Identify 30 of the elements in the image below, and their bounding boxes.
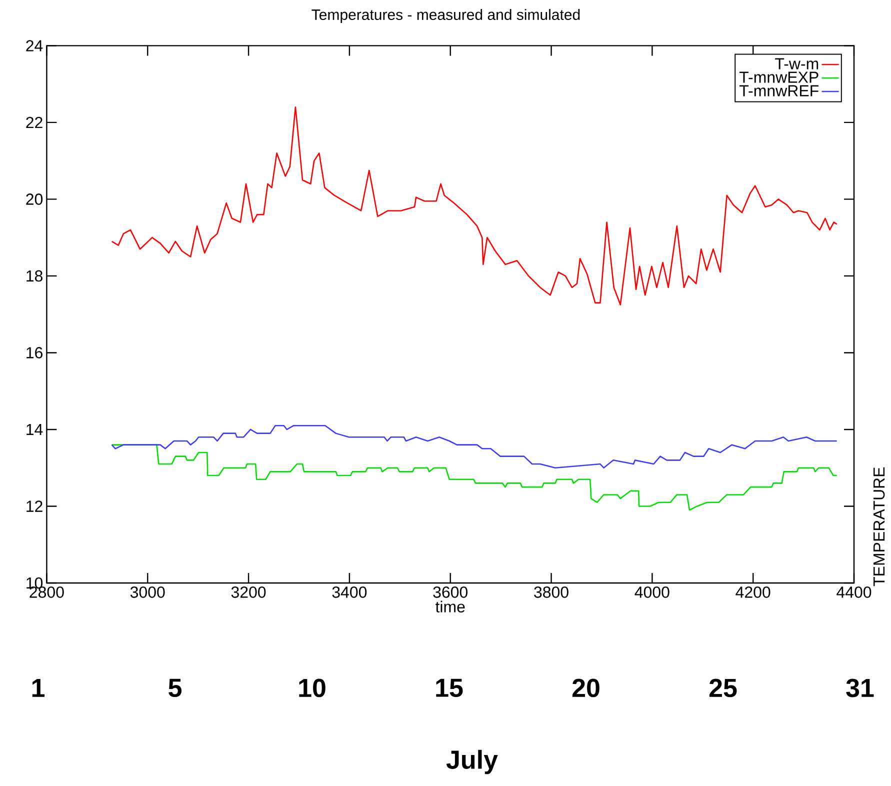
x-tick-label: 3200 xyxy=(231,586,266,598)
text: 25 xyxy=(709,678,737,698)
y-tick-label: 14 xyxy=(26,424,43,435)
y-tick-label: 24 xyxy=(26,40,43,52)
x-tick-label: 3800 xyxy=(534,586,568,598)
x-axis-title: time xyxy=(435,600,465,612)
y-tick-label: 16 xyxy=(26,347,42,358)
y-tick-label: 18 xyxy=(26,270,42,282)
y-tick-label: 22 xyxy=(26,116,42,128)
text: 10 xyxy=(299,678,326,698)
text: 20 xyxy=(572,678,600,698)
y-tick-label: 12 xyxy=(26,500,42,512)
text: 1 xyxy=(32,679,45,697)
x-tick-label: 2800 xyxy=(30,586,64,598)
y-axis-title: TEMPERATURE xyxy=(874,467,885,586)
text: 15 xyxy=(436,678,463,698)
x-tick-label: 3600 xyxy=(433,586,468,598)
text: July xyxy=(446,750,498,774)
x-tick-label: 3000 xyxy=(130,586,165,598)
x-tick-label: 4200 xyxy=(736,586,770,598)
legend-label: T-mnwREF xyxy=(739,85,818,96)
text: 31 xyxy=(846,678,874,698)
legend-label: T-w-m xyxy=(775,58,818,70)
x-tick-label: 4400 xyxy=(836,586,872,598)
text: 5 xyxy=(168,678,182,698)
legend-label: T-mnwEXP xyxy=(739,72,818,83)
chart-title: Temperatures - measured and simulated xyxy=(312,8,580,23)
x-tick-label: 3400 xyxy=(332,586,367,598)
y-tick-label: 20 xyxy=(26,194,43,205)
x-tick-label: 4000 xyxy=(634,586,670,598)
